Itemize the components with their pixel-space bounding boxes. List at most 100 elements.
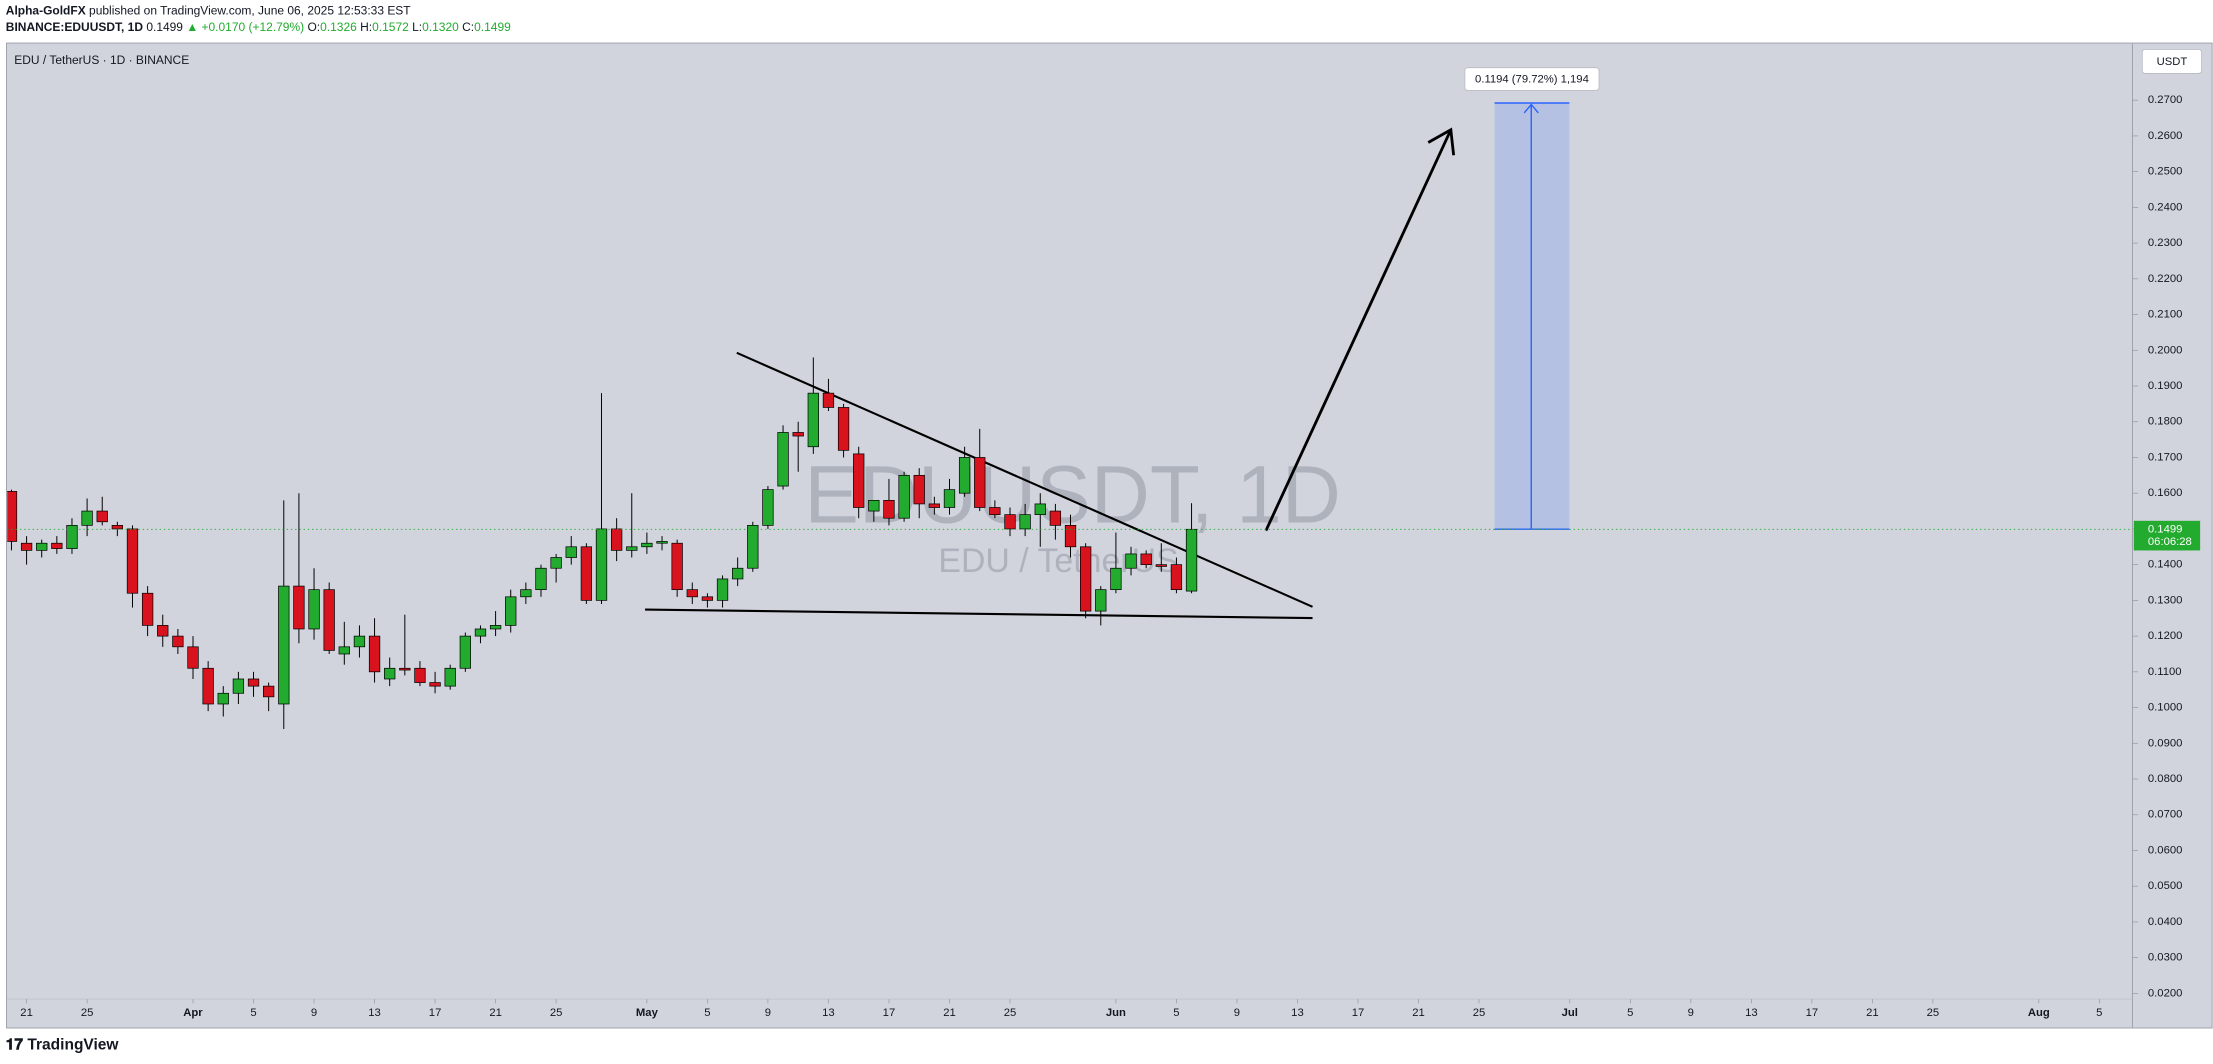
candle-body xyxy=(762,489,774,526)
candle-body xyxy=(974,457,986,508)
x-tick-label: Jul xyxy=(1562,1007,1578,1019)
y-tick-label: 0.2100 xyxy=(2148,309,2182,321)
x-tick-label: Aug xyxy=(2028,1007,2050,1019)
candle-body xyxy=(898,474,910,519)
currency-button[interactable] xyxy=(2141,49,2202,74)
candle-body xyxy=(550,557,562,569)
candle-body xyxy=(837,407,850,451)
logo-text: TradingView xyxy=(27,1037,119,1054)
candle-body xyxy=(157,625,169,637)
candle-body xyxy=(96,510,108,523)
candle-body xyxy=(641,542,653,548)
candle-body xyxy=(353,635,366,648)
candle-body xyxy=(610,528,623,551)
x-tick-label: 21 xyxy=(943,1007,956,1019)
x-tick-label: 5 xyxy=(250,1007,256,1019)
candle-body xyxy=(399,667,411,671)
x-tick-label: 17 xyxy=(1806,1007,1819,1019)
y-tick-label: 0.1000 xyxy=(2148,702,2182,714)
x-tick-label: 13 xyxy=(822,1007,835,1019)
plot xyxy=(7,102,2131,730)
candle-body xyxy=(338,646,350,655)
y-tick-label: 0.0500 xyxy=(2148,880,2182,892)
candle-body xyxy=(595,528,608,601)
candle-body xyxy=(792,432,804,437)
x-tick-label: 25 xyxy=(81,1007,94,1019)
candle-body xyxy=(202,667,214,705)
currency: USDT xyxy=(2157,56,2188,68)
candle-body xyxy=(565,546,577,558)
ohlc-l: 0.1320 xyxy=(422,20,459,34)
y-tick-label: 0.2300 xyxy=(2148,237,2182,249)
candle-body xyxy=(247,678,260,687)
y-tick-label: 0.2600 xyxy=(2148,130,2182,142)
candle-body xyxy=(20,542,33,551)
ohlc-c-label: C: xyxy=(462,20,474,34)
candle-body xyxy=(822,392,835,408)
candle-body xyxy=(883,499,895,519)
x-tick-label: 5 xyxy=(1627,1007,1633,1019)
y-tick-label: 0.1800 xyxy=(2148,416,2182,428)
candle-body xyxy=(293,585,305,630)
watermark-subtitle: EDU / TetherUS xyxy=(938,542,1178,580)
x-tick-label: 13 xyxy=(1745,1007,1758,1019)
x-tick-label: 5 xyxy=(2096,1007,2102,1019)
y-tick-label: 0.1700 xyxy=(2148,451,2182,463)
candle-body xyxy=(444,667,456,687)
y-tick-label: 0.1900 xyxy=(2148,380,2182,392)
ohlc-o: 0.1326 xyxy=(320,20,357,34)
candle-body xyxy=(1140,553,1152,566)
candle-body xyxy=(172,635,184,648)
forecast-arrowhead xyxy=(1427,127,1456,156)
candle-body xyxy=(701,596,714,601)
ohlc-h: 0.1572 xyxy=(372,20,409,34)
author: Alpha-GoldFX xyxy=(6,3,86,17)
candle-body xyxy=(1185,528,1198,592)
last-price-box xyxy=(2133,520,2201,551)
x-tick-label: 25 xyxy=(550,1007,563,1019)
forecast-arrow xyxy=(1264,129,1453,532)
candle-body xyxy=(913,474,925,505)
published: published on TradingView.com, June 06, 2… xyxy=(89,3,411,17)
y-tick-label: 0.2400 xyxy=(2148,201,2182,213)
candle-body xyxy=(489,625,502,630)
candle-body xyxy=(1049,510,1062,526)
y-tick-label: 0.2000 xyxy=(2148,344,2182,356)
x-tick-label: 13 xyxy=(1291,1007,1304,1019)
candle-body xyxy=(943,489,956,508)
x-tick-label: May xyxy=(636,1007,659,1019)
x-tick-label: 21 xyxy=(1866,1007,1879,1019)
countdown: 06:06:28 xyxy=(2148,536,2192,548)
candle-body xyxy=(580,546,593,601)
candle-body xyxy=(671,542,683,591)
candle-body xyxy=(1034,503,1046,515)
projection-label: 0.1194 (79.72%) 1,194 xyxy=(1475,74,1589,86)
y-tick-label: 0.2500 xyxy=(2148,166,2182,178)
candle-body xyxy=(505,596,517,626)
candle-body xyxy=(1155,564,1167,567)
candle-body xyxy=(263,685,275,698)
candle-body xyxy=(1064,525,1077,548)
y-tick-label: 0.2700 xyxy=(2148,94,2182,106)
y-tick-label: 0.0400 xyxy=(2148,916,2182,928)
x-tick-label: 21 xyxy=(489,1007,502,1019)
y-tick-label: 0.1200 xyxy=(2148,630,2182,642)
ticker-line: BINANCE:EDUUSDT, 1D 0.1499 ▲ +0.0170 (+1… xyxy=(6,20,511,34)
x-tick-label: 5 xyxy=(1173,1007,1179,1019)
x-tick-label: 17 xyxy=(883,1007,896,1019)
x-tick-label: 9 xyxy=(765,1007,771,1019)
last: 0.1499 xyxy=(146,20,183,34)
candle-body xyxy=(81,510,93,526)
candle-body xyxy=(36,542,48,551)
candle-body xyxy=(928,503,940,508)
candle-body xyxy=(308,589,320,630)
candle-body xyxy=(126,528,139,594)
candle-body xyxy=(187,646,199,669)
candle-body xyxy=(1170,564,1183,591)
candle-body xyxy=(626,546,638,551)
candle-body xyxy=(7,491,18,542)
candle-body xyxy=(777,432,789,487)
y-tick-label: 0.0800 xyxy=(2148,773,2182,785)
